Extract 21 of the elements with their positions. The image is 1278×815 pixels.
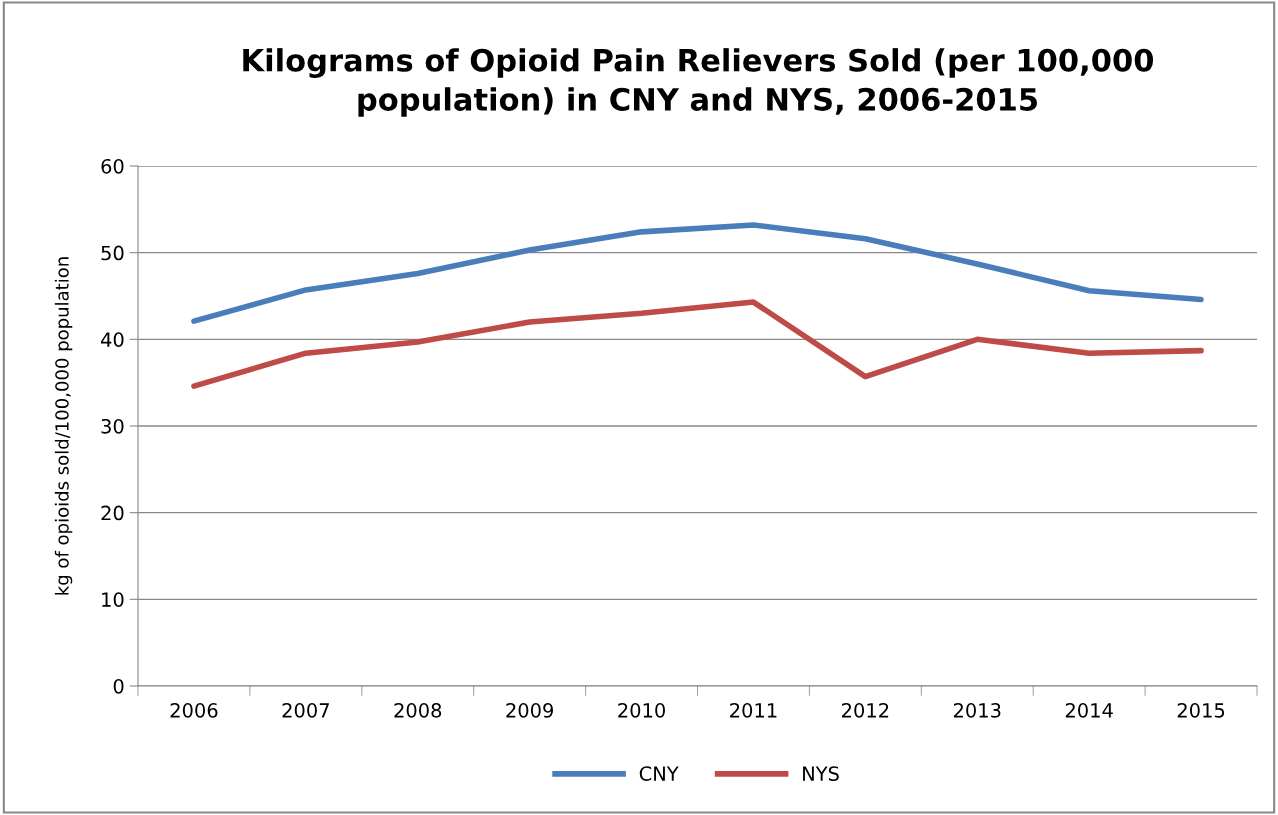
y-tick-label: 10: [102, 592, 124, 607]
y-tick-label: 40: [101, 332, 124, 347]
y-axis-title: kg of opioids sold/100,000 population: [54, 257, 73, 595]
legend-label: CNY: [639, 766, 679, 781]
x-tick-label: 2015: [1177, 703, 1225, 718]
legend-label: NYS: [803, 766, 839, 781]
x-tick-label: 2013: [953, 703, 1001, 718]
y-tick-label: 0: [113, 678, 124, 694]
y-tick-label: 50: [101, 245, 124, 261]
y-tick-label: 60: [101, 158, 124, 174]
x-tick-label: 2014: [1065, 703, 1113, 718]
x-tick-label: 2011: [730, 703, 777, 718]
x-tick-label: 2009: [506, 703, 554, 718]
x-tick-label: 2008: [394, 703, 442, 718]
x-tick-label: 2012: [842, 703, 889, 718]
chart-title: Kilograms of Opioid Pain Relievers Sold (per 100,000 population) in CNY and NYS, 2006-2015: [243, 48, 1154, 117]
x-tick-label: 2007: [282, 703, 329, 718]
x-tick-label: 2010: [618, 703, 665, 718]
x-tick-label: 2006: [170, 703, 218, 718]
y-tick-label: 20: [101, 505, 124, 521]
y-tick-label: 30: [101, 418, 124, 434]
